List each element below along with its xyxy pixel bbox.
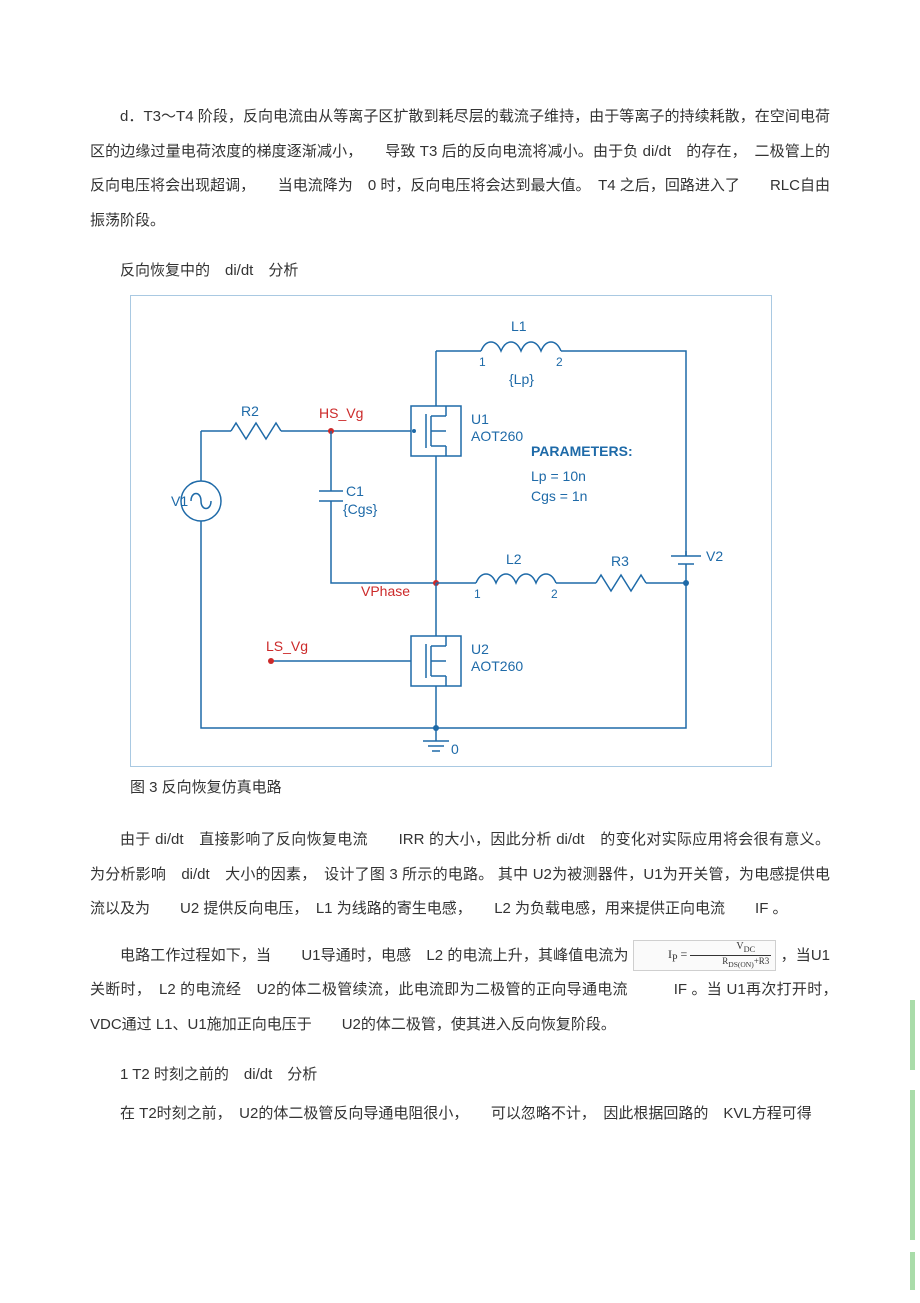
l2-pin2: 2 xyxy=(551,587,558,601)
margin-highlight xyxy=(910,1000,915,1070)
label-parameters: PARAMETERS: xyxy=(531,443,633,459)
figure-3-circuit: 1 2 xyxy=(130,295,772,767)
label-c1: C1 xyxy=(346,483,364,499)
node-ls-vg xyxy=(268,658,274,664)
label-l2: L2 xyxy=(506,551,522,567)
label-u1-part: AOT260 xyxy=(471,428,523,444)
label-hs-vg: HS_Vg xyxy=(319,405,363,421)
label-param-lp: Lp = 10n xyxy=(531,468,586,484)
section-heading-t2: 1 T2 时刻之前的 di/dt 分析 xyxy=(90,1058,830,1093)
margin-highlight xyxy=(910,1090,915,1240)
label-l1: L1 xyxy=(511,318,527,334)
label-param-cgs: Cgs = 1n xyxy=(531,488,587,504)
paragraph-irr-2: 电路工作过程如下，当 U1导通时，电感 L2 的电流上升，其峰值电流为 IP =… xyxy=(90,939,830,1043)
l1-pin2: 2 xyxy=(556,355,563,369)
label-c1-sub: {Cgs} xyxy=(343,501,378,517)
label-u1: U1 xyxy=(471,411,489,427)
l1-pin1: 1 xyxy=(479,355,486,369)
paragraph-irr-2a: 电路工作过程如下，当 U1导通时，电感 L2 的电流上升，其峰值电流为 xyxy=(120,947,629,964)
paragraph-t2: 在 T2时刻之前， U2的体二极管反向导通电阻很小， 可以忽略不计， 因此根据回… xyxy=(90,1097,830,1132)
label-ls-vg: LS_Vg xyxy=(266,638,308,654)
label-gnd: 0 xyxy=(451,741,459,757)
l2-pin1: 1 xyxy=(474,587,481,601)
label-l1-sub: {Lp} xyxy=(509,371,534,387)
label-r3: R3 xyxy=(611,553,629,569)
figure-3-caption: 图 3 反向恢复仿真电路 xyxy=(130,771,830,806)
margin-highlight xyxy=(910,1252,915,1290)
label-vphase: VPhase xyxy=(361,583,410,599)
label-v1: V1 xyxy=(171,493,188,509)
label-u2-part: AOT260 xyxy=(471,658,523,674)
section-heading-didt: 反向恢复中的 di/dt 分析 xyxy=(90,254,830,289)
label-r2: R2 xyxy=(241,403,259,419)
formula-ip: IP = VDC RDS(ON)+R3 xyxy=(633,940,776,971)
label-u2: U2 xyxy=(471,641,489,657)
paragraph-irr-1: 由于 di/dt 直接影响了反向恢复电流 IRR 的大小，因此分析 di/dt … xyxy=(90,823,830,927)
paragraph-d: d．T3～T4 阶段，反向电流由从等离子区扩散到耗尽层的载流子维持，由于等离子的… xyxy=(90,100,830,238)
label-v2: V2 xyxy=(706,548,723,564)
